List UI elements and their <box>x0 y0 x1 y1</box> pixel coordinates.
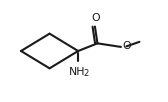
Text: O: O <box>91 13 100 23</box>
Text: O: O <box>122 41 131 51</box>
Text: NH: NH <box>69 67 86 77</box>
Text: 2: 2 <box>83 69 88 78</box>
